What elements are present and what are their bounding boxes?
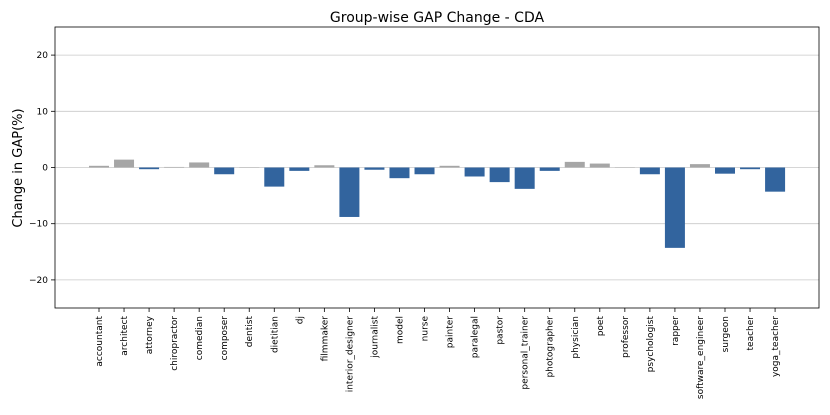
x-tick-label: surgeon	[721, 316, 731, 352]
x-tick-label: physician	[571, 316, 581, 359]
bar-journalist	[364, 167, 385, 170]
bar-software_engineer	[689, 164, 710, 168]
x-tick-label: attorney	[145, 315, 155, 354]
x-tick-label: chiropractor	[170, 316, 180, 371]
x-tick-label: painter	[446, 316, 456, 348]
y-tick-label: −20	[29, 276, 48, 286]
bar-dietitian	[264, 167, 285, 187]
bar-nurse	[414, 167, 435, 175]
bar-chiropractor	[164, 166, 185, 168]
x-tick-label: professor	[621, 316, 631, 358]
x-tick-label: yoga_teacher	[771, 316, 781, 377]
bar-painter	[439, 165, 460, 168]
bar-architect	[114, 159, 135, 168]
x-tick-label: dietitian	[270, 316, 280, 353]
y-tick-label: 20	[37, 51, 49, 61]
bar-physician	[564, 161, 585, 168]
x-tick-label: accountant	[95, 316, 105, 367]
x-tick-label: composer	[220, 316, 230, 361]
x-tick-label: personal_trainer	[521, 316, 531, 390]
x-tick-label: photographer	[546, 316, 556, 378]
x-tick-label: comedian	[195, 316, 205, 360]
bar-rapper	[664, 167, 685, 248]
x-tick-label: filmmaker	[320, 316, 330, 362]
chart-title: Group-wise GAP Change - CDA	[330, 10, 545, 26]
x-tick-label: architect	[120, 316, 130, 356]
x-tick-label: nurse	[421, 316, 431, 342]
x-tick-label: model	[395, 316, 405, 344]
y-axis-label: Change in GAP(%)	[11, 108, 26, 227]
bar-psychologist	[639, 167, 660, 175]
bar-teacher	[740, 167, 761, 170]
bar-composer	[214, 167, 235, 175]
x-tick-label: dj	[295, 316, 305, 324]
y-tick-label: −10	[29, 220, 48, 230]
x-tick-label: paralegal	[471, 316, 481, 358]
bar-model	[389, 167, 410, 179]
x-tick-label: psychologist	[646, 316, 656, 373]
x-tick-label: interior_designer	[345, 316, 355, 393]
bar-photographer	[539, 167, 560, 171]
x-tick-label: software_engineer	[696, 316, 706, 399]
bar-personal_trainer	[514, 167, 535, 189]
bar-accountant	[89, 165, 109, 168]
x-tick-label: journalist	[370, 316, 380, 359]
x-tick-label: pastor	[496, 316, 506, 345]
x-tick-label: dentist	[245, 316, 255, 348]
bar-attorney	[139, 167, 160, 170]
bar-dj	[289, 167, 310, 171]
x-tick-label: teacher	[746, 316, 756, 351]
bar-interior_designer	[339, 167, 360, 217]
bar-surgeon	[715, 167, 735, 174]
bar-filmmaker	[314, 165, 335, 168]
axes-layer: −20 −10 0 10 20 accountant architect attorney ch…	[29, 51, 781, 399]
bar-paralegal	[464, 167, 485, 177]
bar-yoga_teacher	[765, 167, 786, 192]
bar-poet	[589, 163, 610, 168]
bar-pastor	[489, 167, 510, 183]
y-tick-label: 0	[42, 164, 48, 174]
y-tick-label: 10	[37, 107, 49, 117]
x-tick-label: rapper	[671, 316, 681, 346]
x-tick-label: poet	[596, 316, 606, 337]
bars-layer	[89, 159, 786, 248]
bar-comedian	[189, 162, 210, 168]
